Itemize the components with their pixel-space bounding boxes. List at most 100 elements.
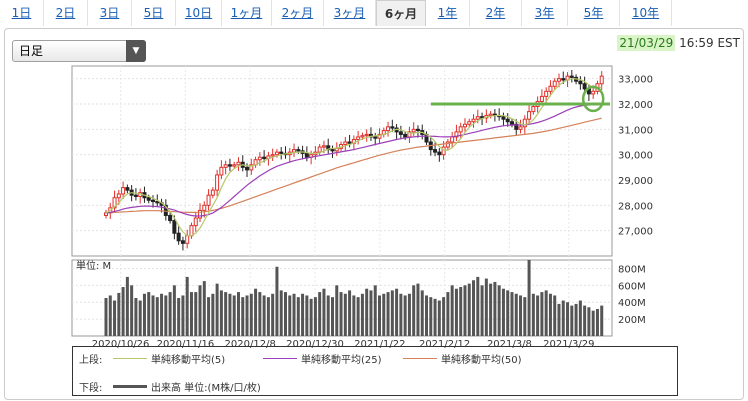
tab-7[interactable]: 2ヶ月 <box>272 0 324 26</box>
volume-bar <box>497 285 501 336</box>
volume-bar <box>403 295 407 336</box>
volume-bar <box>241 297 245 336</box>
volume-bar <box>138 300 142 336</box>
volume-bar <box>587 307 591 336</box>
tab-2[interactable]: 2日 <box>44 0 88 26</box>
timestamp-date: 21/03/29 <box>617 35 676 51</box>
candle-body <box>437 151 442 156</box>
volume-bar <box>566 302 570 336</box>
candle-body <box>292 149 297 153</box>
candle-body <box>518 126 523 130</box>
volume-bar <box>313 297 317 336</box>
tab-14[interactable]: 10年 <box>620 0 672 26</box>
volume-bar <box>108 295 112 336</box>
volume-bar <box>121 287 125 336</box>
tab-6[interactable]: 1ヶ月 <box>222 0 272 26</box>
x-tick-label: 2020/12/8 <box>225 339 276 350</box>
timestamp: 21/03/29 16:59 EST <box>617 35 740 51</box>
volume-bar <box>433 298 437 336</box>
tab-13[interactable]: 5年 <box>568 0 620 26</box>
chart-frame <box>4 28 744 400</box>
volume-bar <box>437 300 441 336</box>
volume-bar <box>446 292 450 336</box>
volume-bar <box>181 295 185 336</box>
candle-body <box>433 149 438 153</box>
candle-body <box>415 128 420 132</box>
volume-bar <box>459 287 463 336</box>
candle-body <box>552 80 557 87</box>
tab-4[interactable]: 5日 <box>132 0 176 26</box>
volume-bar <box>219 290 223 336</box>
volume-bar <box>258 292 262 336</box>
tab-3[interactable]: 3日 <box>88 0 132 26</box>
volume-bar <box>600 305 604 336</box>
volume-bar <box>134 298 138 336</box>
tab-1[interactable]: 1日 <box>0 0 44 26</box>
volume-bar <box>198 285 202 336</box>
tab-12[interactable]: 3年 <box>522 0 568 26</box>
candle-body <box>215 174 220 191</box>
volume-bar <box>343 293 347 336</box>
candle-body <box>347 141 352 144</box>
ma50-line <box>105 117 602 214</box>
candle-body <box>317 146 322 153</box>
candle-body <box>104 212 108 216</box>
volume-bar <box>301 293 305 336</box>
volume-bar <box>365 288 369 336</box>
volume-bar <box>207 297 211 336</box>
volume-bar <box>330 297 334 336</box>
volume-bar <box>493 281 497 336</box>
volume-bar <box>373 285 377 336</box>
x-tick-label: 2020/12/30 <box>286 339 344 350</box>
volume-bar <box>232 295 236 336</box>
legend-ma5: 単純移動平均(5) <box>113 351 225 366</box>
period-select[interactable]: 日足 ▼ <box>12 40 146 62</box>
candle-body <box>163 204 168 216</box>
candle-body <box>441 146 446 156</box>
candle-body <box>450 136 455 143</box>
volume-bar <box>322 288 326 336</box>
volume-bar <box>425 295 429 336</box>
volume-bar <box>254 288 258 336</box>
ma5-line <box>105 78 602 237</box>
volume-bar <box>288 295 292 336</box>
tab-11[interactable]: 2年 <box>470 0 522 26</box>
tab-9[interactable]: 6ヶ月 <box>376 0 426 26</box>
candle-body <box>223 164 228 168</box>
candle-body <box>125 187 130 191</box>
volume-bar <box>429 297 433 336</box>
candle-body <box>505 118 510 123</box>
volume-bar <box>318 292 322 336</box>
period-tabs: 1日 2日 3日 5日 10日 1ヶ月 2ヶ月 3ヶ月 6ヶ月 1年 2年 3年 5年 10年 <box>0 0 748 28</box>
volume-bar <box>348 290 352 336</box>
candle-body <box>531 106 536 113</box>
legend-ma25-swatch <box>263 358 297 359</box>
candle-body <box>262 156 267 159</box>
legend-ma50-swatch <box>403 358 437 359</box>
candle-body <box>245 166 250 171</box>
tab-8[interactable]: 3ヶ月 <box>324 0 376 26</box>
highlight-circle <box>581 85 605 113</box>
volume-bar <box>450 285 454 336</box>
volume-bar <box>194 292 198 336</box>
volume-bar <box>489 283 493 336</box>
candle-body <box>172 220 177 234</box>
volume-tick-label: 200M <box>618 315 646 326</box>
tab-10[interactable]: 1年 <box>426 0 470 26</box>
volume-bar <box>177 298 181 336</box>
legend-ma25: 単純移動平均(25) <box>263 351 382 366</box>
volume-bar <box>125 276 129 336</box>
candle-body <box>279 151 284 154</box>
volume-bar <box>540 292 544 336</box>
candle-body <box>501 116 506 120</box>
candle-body <box>133 194 138 197</box>
tab-5[interactable]: 10日 <box>176 0 222 26</box>
candle-body <box>373 136 378 139</box>
candle-body <box>591 90 596 95</box>
chevron-down-icon[interactable]: ▼ <box>126 40 146 62</box>
volume-bar <box>151 295 155 336</box>
volume-bar <box>378 295 382 336</box>
volume-bar <box>454 288 458 336</box>
x-tick-label: 2020/11/16 <box>157 339 215 350</box>
candle-body <box>236 161 241 166</box>
